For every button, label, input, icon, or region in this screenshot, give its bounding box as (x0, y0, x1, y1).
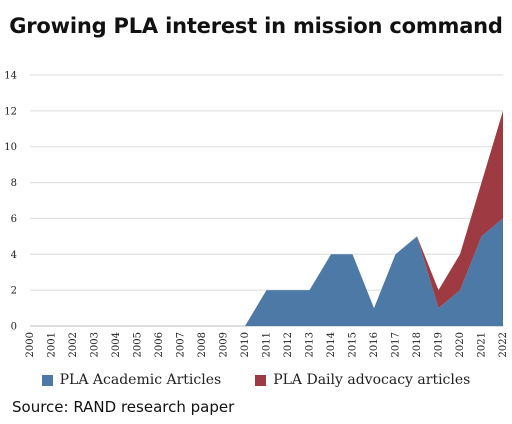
x-tick-label: 2017 (391, 332, 402, 357)
y-tick-label: 0 (11, 322, 17, 333)
x-tick-label: 2001 (47, 332, 58, 357)
x-tick-label: 2015 (348, 332, 359, 357)
x-tick-label: 2006 (154, 332, 165, 357)
legend-item-academic: PLA Academic Articles (41, 372, 222, 388)
x-tick-label: 2003 (90, 332, 101, 357)
x-tick-label: 2011 (262, 332, 273, 357)
x-tick-label: 2010 (240, 332, 251, 357)
x-tick-label: 2013 (305, 332, 316, 357)
legend-label-daily: PLA Daily advocacy articles (273, 372, 471, 388)
x-tick-label: 2000 (25, 332, 36, 357)
x-tick-label: 2012 (283, 332, 294, 357)
x-tick-label: 2018 (412, 332, 423, 357)
source-note: Source: RAND research paper (12, 398, 235, 416)
x-tick-label: 2007 (176, 332, 187, 357)
series-area-academic (30, 218, 503, 326)
y-tick-label: 2 (11, 286, 17, 297)
x-axis-ticks: 2000 2001 2002 2003 2004 2005 2006 2007 2008 2009… (25, 332, 509, 357)
legend: PLA Academic Articles PLA Daily advocacy… (0, 372, 512, 388)
y-axis-ticks: 0 2 4 6 8 10 12 14 (4, 71, 17, 333)
x-tick-label: 2022 (498, 332, 509, 357)
legend-swatch-academic (41, 374, 53, 386)
x-tick-label: 2005 (133, 332, 144, 357)
x-tick-label: 2020 (455, 332, 466, 357)
chart-areas (30, 110, 503, 326)
y-tick-label: 6 (11, 214, 17, 225)
y-tick-label: 4 (11, 250, 17, 261)
x-tick-label: 2008 (197, 332, 208, 357)
legend-item-daily: PLA Daily advocacy articles (255, 372, 470, 388)
chart-title: Growing PLA interest in mission command (9, 14, 503, 38)
x-tick-label: 2016 (369, 332, 380, 357)
x-tick-label: 2009 (219, 332, 230, 357)
x-tick-label: 2002 (68, 332, 79, 357)
y-tick-label: 12 (4, 106, 17, 117)
x-tick-label: 2004 (111, 332, 122, 357)
x-tick-label: 2014 (326, 332, 337, 357)
x-tick-label: 2021 (477, 332, 488, 357)
y-tick-label: 14 (4, 71, 17, 82)
legend-label-academic: PLA Academic Articles (59, 372, 222, 388)
y-tick-label: 8 (11, 178, 17, 189)
x-tick-label: 2019 (434, 332, 445, 357)
y-tick-label: 10 (4, 142, 17, 153)
area-chart: 0 2 4 6 8 10 12 14 2000 2001 2002 2003 2004 2005 2006… (4, 71, 509, 358)
legend-swatch-daily (255, 374, 267, 386)
